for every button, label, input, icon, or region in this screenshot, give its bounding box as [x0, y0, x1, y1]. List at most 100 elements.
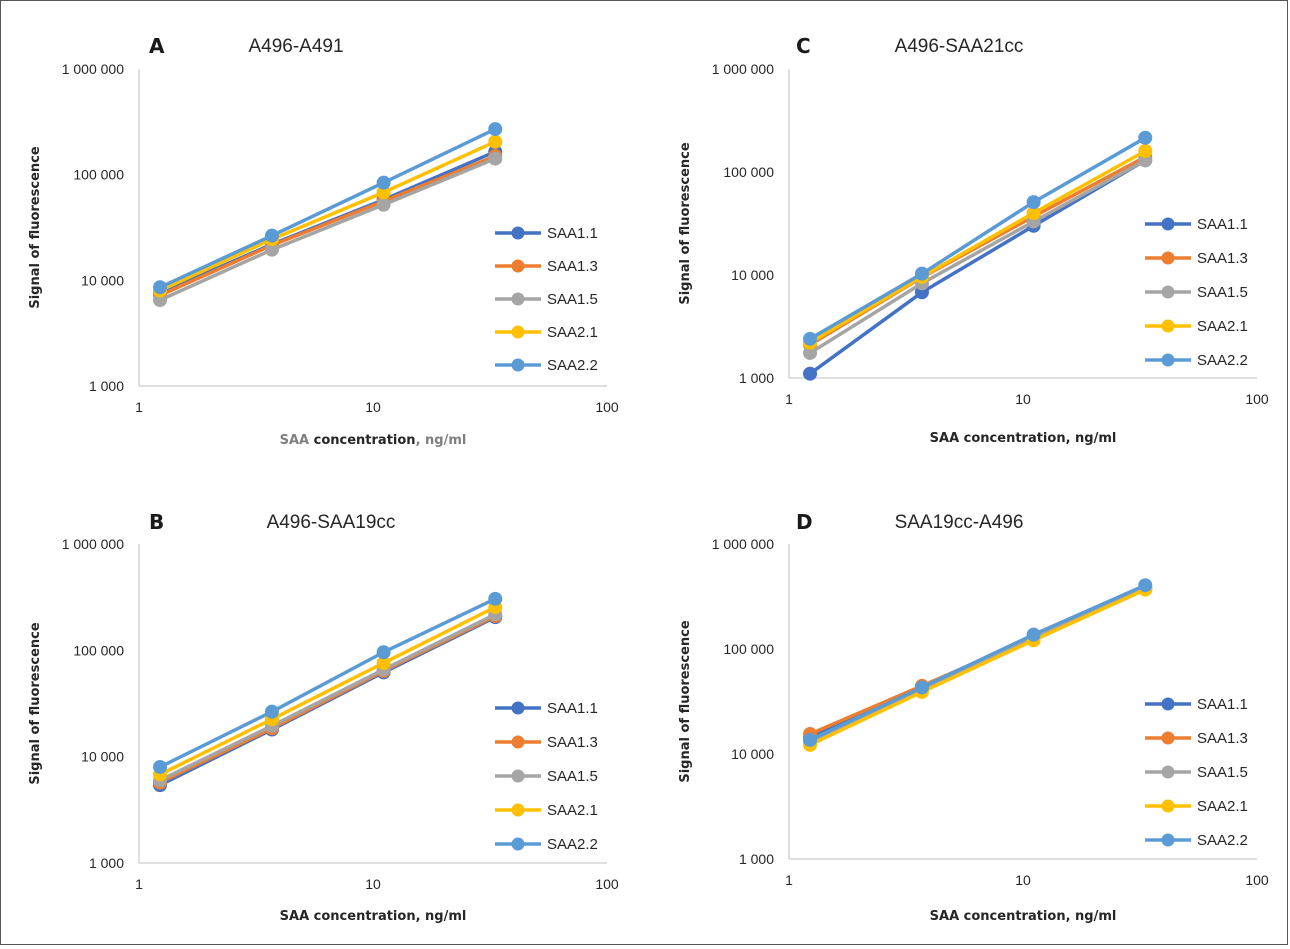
x-tick-label: 100 [595, 399, 619, 415]
series-saa2-2-point [1027, 195, 1041, 209]
legend-marker [512, 838, 525, 851]
legend-marker [512, 227, 525, 240]
legend-label: SAA1.3 [1197, 250, 1248, 267]
y-axis-label: Signal of fluorescence [28, 146, 43, 309]
chart-panel-b: B A496-SAA19cc 1 000 10 000 100 000 1 000 000… [28, 510, 619, 924]
y-tick-label: 1 000 000 [62, 61, 124, 77]
legend-label: SAA1.5 [547, 291, 598, 308]
y-axis-label: Signal of fluorescence [28, 622, 43, 785]
y-tick-label: 10 000 [81, 272, 124, 288]
legend: SAA1.1 SAA1.3 SAA1.5 SAA2.1 SAA2.2 [495, 700, 598, 853]
legend-label: SAA1.1 [1197, 216, 1248, 233]
x-tick-label: 100 [595, 876, 619, 892]
legend-marker [512, 770, 525, 783]
legend-marker [512, 804, 525, 817]
series-saa2-2-point [915, 680, 929, 694]
series-saa2-2-point [803, 332, 817, 346]
legend-marker [1162, 732, 1175, 745]
series-saa2-2-point [153, 280, 167, 294]
legend-label: SAA1.3 [547, 734, 598, 751]
panel-letter: B [149, 510, 164, 534]
y-tick-label: 1 000 [89, 378, 124, 394]
series-saa1-5-line [160, 614, 495, 780]
y-tick-label: 1 000 000 [712, 61, 774, 77]
legend-label: SAA2.2 [547, 836, 598, 853]
legend-label: SAA2.1 [1197, 798, 1248, 815]
legend-label: SAA1.3 [1197, 730, 1248, 747]
y-axis-label: Signal of fluorescence [678, 142, 693, 305]
legend-marker [1162, 834, 1175, 847]
panel-letter: A [149, 34, 165, 58]
legend-label: SAA2.2 [1197, 352, 1248, 369]
series-saa1-5-line [160, 159, 495, 301]
chart-title: A496-A491 [248, 36, 343, 57]
series-saa2-2-point [265, 705, 279, 719]
legend-marker [1162, 698, 1175, 711]
series-saa2-2-point [377, 176, 391, 190]
series-saa2-1-line [160, 142, 495, 291]
series-saa2-2-point [1138, 578, 1152, 592]
series-saa1-1-line [810, 160, 1145, 373]
series-saa1-5-point [488, 152, 502, 166]
x-axis-label: SAA concentration, ng/ml [280, 909, 467, 924]
y-tick-label: 10 000 [731, 746, 774, 762]
series-saa2-1-line [160, 607, 495, 774]
y-tick-label: 1 000 000 [62, 536, 124, 552]
legend: SAA1.1 SAA1.3 SAA1.5 SAA2.1 SAA2.2 [495, 225, 598, 374]
legend-marker [1162, 252, 1175, 265]
y-axis-label: Signal of fluorescence [678, 620, 693, 783]
series-saa2-1-point [488, 135, 502, 149]
series-saa2-2-line [160, 599, 495, 767]
legend-marker [1162, 286, 1175, 299]
series-saa2-2-point [1138, 131, 1152, 145]
x-tick-label: 10 [365, 399, 381, 415]
legend-marker [512, 702, 525, 715]
y-tick-label: 10 000 [81, 749, 124, 765]
series-saa2-1-point [1138, 144, 1152, 158]
series-saa2-2-point [915, 267, 929, 281]
y-tick-label: 100 000 [73, 642, 124, 658]
legend-label: SAA2.1 [547, 324, 598, 341]
legend-marker [512, 293, 525, 306]
series-saa2-2-point [803, 733, 817, 747]
y-tick-label: 1 000 000 [712, 536, 774, 552]
x-tick-label: 1 [135, 876, 143, 892]
y-tick-label: 1 000 [89, 855, 124, 871]
x-axis-label: SAA concentration, ng/ml [280, 433, 467, 448]
legend-label: SAA1.5 [1197, 284, 1248, 301]
legend-label: SAA2.2 [547, 357, 598, 374]
y-tick-label: 1 000 [739, 370, 774, 386]
chart-title: A496-SAA19cc [267, 512, 396, 533]
series-saa1-5-line [810, 160, 1145, 353]
series-saa2-2-point [377, 645, 391, 659]
x-axis-label: SAA concentration, ng/ml [930, 909, 1117, 924]
panel-letter: D [796, 510, 813, 534]
legend-label: SAA1.3 [547, 258, 598, 275]
series-saa2-2-point [153, 760, 167, 774]
x-tick-label: 10 [1015, 872, 1031, 888]
legend-label: SAA1.1 [547, 225, 598, 242]
legend-marker [512, 260, 525, 273]
x-axis-label-part: , ng/ml [416, 433, 467, 448]
y-tick-label: 10 000 [731, 267, 774, 283]
legend-label: SAA1.5 [1197, 764, 1248, 781]
legend-marker [512, 359, 525, 372]
legend-marker [1162, 800, 1175, 813]
y-tick-label: 100 000 [723, 164, 774, 180]
series-saa2-1-line [810, 151, 1145, 343]
legend: SAA1.1 SAA1.3 SAA1.5 SAA2.1 SAA2.2 [1145, 216, 1248, 369]
x-tick-label: 10 [365, 876, 381, 892]
x-tick-label: 1 [135, 399, 143, 415]
legend-marker [1162, 320, 1175, 333]
x-tick-label: 1 [785, 391, 793, 407]
x-tick-label: 100 [1245, 391, 1269, 407]
chart-panel-d: D SAA19cc-A496 1 000 10 000 100 000 1 000 000… [678, 510, 1269, 924]
legend-label: SAA1.5 [547, 768, 598, 785]
series-saa2-2-line [810, 585, 1145, 740]
series-saa2-2-point [488, 592, 502, 606]
legend-marker [1162, 354, 1175, 367]
series-saa2-2-line [810, 138, 1145, 339]
legend-marker [1162, 766, 1175, 779]
